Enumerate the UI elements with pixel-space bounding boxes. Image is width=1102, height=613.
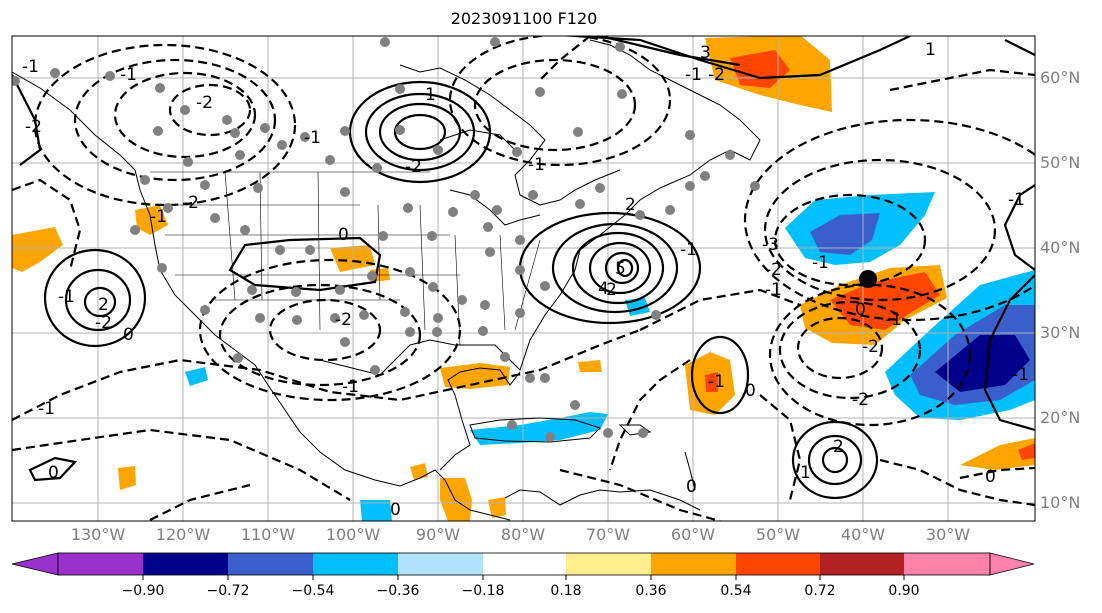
state-borders	[150, 171, 541, 346]
contour-label: 0	[686, 477, 697, 497]
colorbar-bin	[820, 553, 904, 575]
contour-label-layer: -1 -2 -1 -2 1 -1 -2 -1 -2 -1 -2 2 0 -1 3…	[22, 40, 1029, 520]
contour-label: -2	[862, 337, 879, 357]
contour-label: -2	[182, 193, 199, 213]
contour-label: 5	[615, 259, 626, 279]
lon-label: 90°W	[415, 525, 461, 544]
lat-label: 60°N	[1040, 68, 1081, 87]
contour-label: -1	[38, 399, 55, 419]
colorbar-bin	[483, 553, 566, 575]
contour-label: -1	[1008, 190, 1025, 210]
colorbar-tick-label: 0.90	[888, 583, 920, 599]
contour-label: -2	[852, 390, 869, 410]
contour-label: 0	[123, 325, 134, 345]
storm-center-marker	[859, 270, 877, 288]
graticule	[12, 36, 1035, 521]
colorbar-tick-label: −0.18	[461, 583, 505, 599]
lat-label: 40°N	[1040, 238, 1081, 257]
lon-label: 80°W	[500, 525, 546, 544]
colorbar-bin	[58, 553, 143, 575]
colorbar-bin	[313, 553, 398, 575]
contour-label: -2	[600, 280, 617, 300]
colorbar-extend-low	[11, 552, 59, 576]
colorbar-bin	[904, 553, 990, 575]
contour-label: -2	[25, 117, 42, 137]
contour-label: -2	[196, 93, 213, 113]
anomaly-fills	[12, 36, 1035, 521]
lon-label: 70°W	[585, 525, 631, 544]
contour-label: -2	[765, 260, 782, 280]
colorbar-tick-label: 0.18	[550, 583, 582, 599]
colorbar-tick-label: 0.72	[804, 583, 836, 599]
contour-label: -1	[120, 65, 137, 85]
colorbar-bin	[398, 553, 483, 575]
contour-label: -1	[885, 310, 902, 330]
lon-label: 130°W	[70, 525, 126, 544]
lon-label: 50°W	[755, 525, 801, 544]
contour-label: -1	[22, 57, 39, 77]
colorbar-tick-label: 0.54	[720, 583, 752, 599]
lat-label: 20°N	[1040, 408, 1081, 427]
lon-label: 100°W	[325, 525, 381, 544]
contour-label: 0	[48, 463, 59, 483]
colorbar-tick-label: 0.36	[635, 583, 667, 599]
contour-label: -2	[335, 310, 352, 330]
contours-negative	[12, 36, 1035, 521]
colorbar-tick-label: −0.90	[121, 583, 165, 599]
contour-label: -1	[304, 128, 321, 148]
contour-label: 1	[425, 85, 436, 105]
station-dots	[12, 37, 760, 442]
contour-label: 1	[800, 463, 811, 483]
contours-positive	[12, 36, 1035, 500]
lat-label: 30°N	[1040, 323, 1081, 342]
lon-label: 40°W	[840, 525, 886, 544]
contour-label: -1	[1012, 365, 1029, 385]
colorbar-bin	[736, 553, 820, 575]
map-title: 2023091100 F120	[450, 9, 598, 28]
colorbar-bin	[228, 553, 313, 575]
contour-label: -1	[708, 372, 725, 392]
contour-label: -1	[528, 155, 545, 175]
contour-label: 2	[625, 195, 636, 215]
contour-label: -1	[680, 240, 697, 260]
contour-label: -1	[685, 65, 702, 85]
contour-label: -1	[342, 377, 359, 397]
contour-label: -1	[812, 253, 829, 273]
contour-label: 0	[745, 381, 756, 401]
colorbar	[11, 552, 1035, 580]
contour-label: 3	[700, 43, 711, 63]
colorbar-bin	[143, 553, 228, 575]
contour-label: 2	[98, 295, 109, 315]
colorbar-tick-label: −0.36	[376, 583, 420, 599]
lon-label: 30°W	[925, 525, 971, 544]
contour-label: -3	[762, 235, 779, 255]
colorbar-bin	[651, 553, 736, 575]
contour-label: -2	[95, 313, 112, 333]
lon-label: 120°W	[155, 525, 211, 544]
contour-label: 2	[833, 437, 844, 457]
colorbar-tick-label: −0.54	[291, 583, 335, 599]
colorbar-tick-label: −0.72	[206, 583, 250, 599]
contour-label: -1	[58, 287, 75, 307]
colorbar-extend-high	[989, 552, 1035, 576]
lon-label: 60°W	[670, 525, 716, 544]
colorbar-bin	[566, 553, 651, 575]
contour-label: 0	[985, 467, 996, 487]
contour-label: 0	[855, 300, 866, 320]
contour-label: -2	[708, 65, 725, 85]
lat-label: 10°N	[1040, 493, 1081, 512]
contour-label: -2	[405, 157, 422, 177]
contour-label: -1	[765, 280, 782, 300]
map-frame	[11, 35, 1036, 522]
lat-label: 50°N	[1040, 153, 1081, 172]
contour-label: 1	[925, 40, 936, 60]
lon-label: 110°W	[240, 525, 296, 544]
contour-label: -1	[150, 207, 167, 227]
contour-label: 0	[390, 500, 401, 520]
contour-label: 4	[598, 279, 609, 299]
contour-label: 0	[338, 225, 349, 245]
